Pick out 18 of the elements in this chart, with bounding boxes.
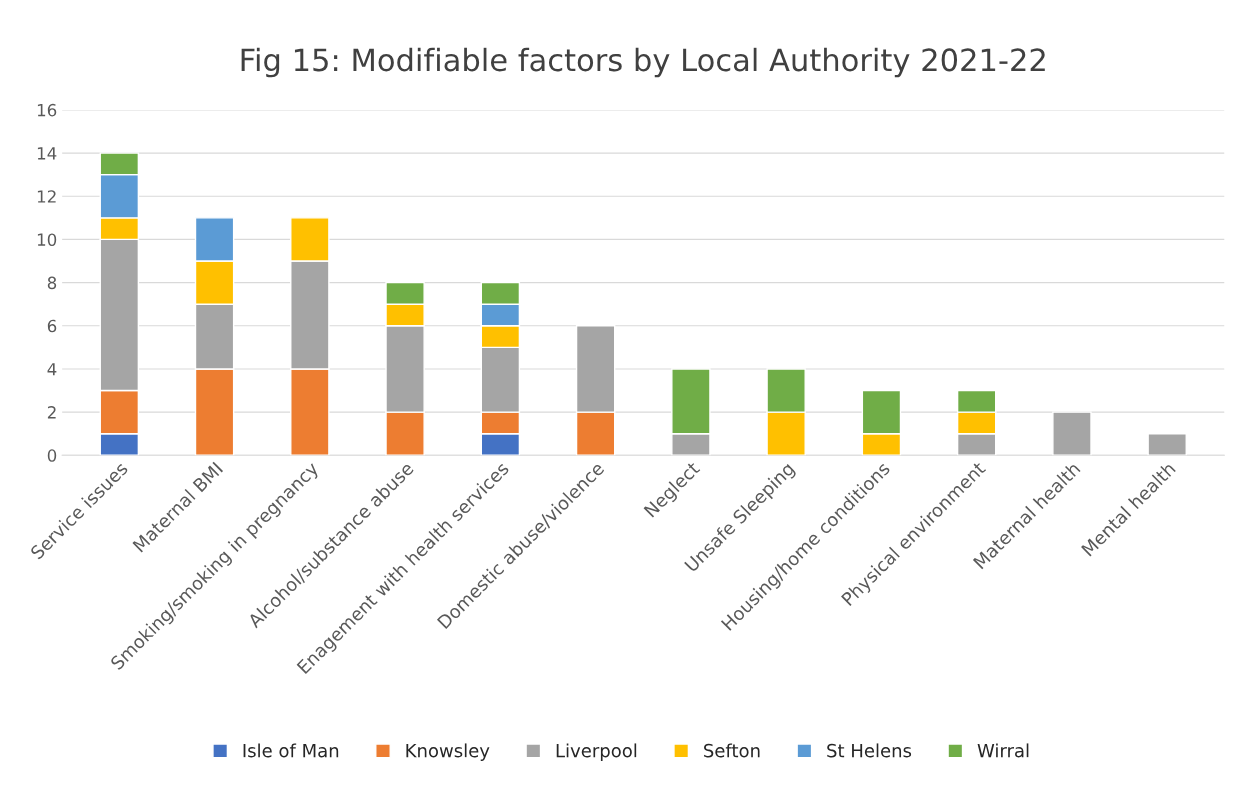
y-tick-label: 6 <box>47 319 57 333</box>
bar <box>1052 411 1092 456</box>
legend-label: Knowsley <box>406 743 490 761</box>
legend-label: Wirral <box>977 743 1029 758</box>
y-tick-label: 10 <box>37 233 57 246</box>
y-tick-label: 14 <box>37 147 57 160</box>
y-tick-label: 12 <box>37 190 56 203</box>
y-tick-label: 2 <box>47 406 56 419</box>
legend-label: St Helens <box>827 743 912 758</box>
legend-label: Isle of Man <box>243 743 339 758</box>
y-tick-label: 8 <box>47 276 57 290</box>
bar <box>1147 433 1187 456</box>
y-tick-label: 0 <box>47 449 57 462</box>
legend-label: Sefton <box>704 743 760 758</box>
y-tick-label: 16 <box>37 103 57 117</box>
legend-label: Liverpool <box>556 743 637 761</box>
chart-title: Fig 15: Modifiable factors by Local Authority 2021-22 <box>241 47 1045 78</box>
y-tick-label: 4 <box>47 363 57 376</box>
